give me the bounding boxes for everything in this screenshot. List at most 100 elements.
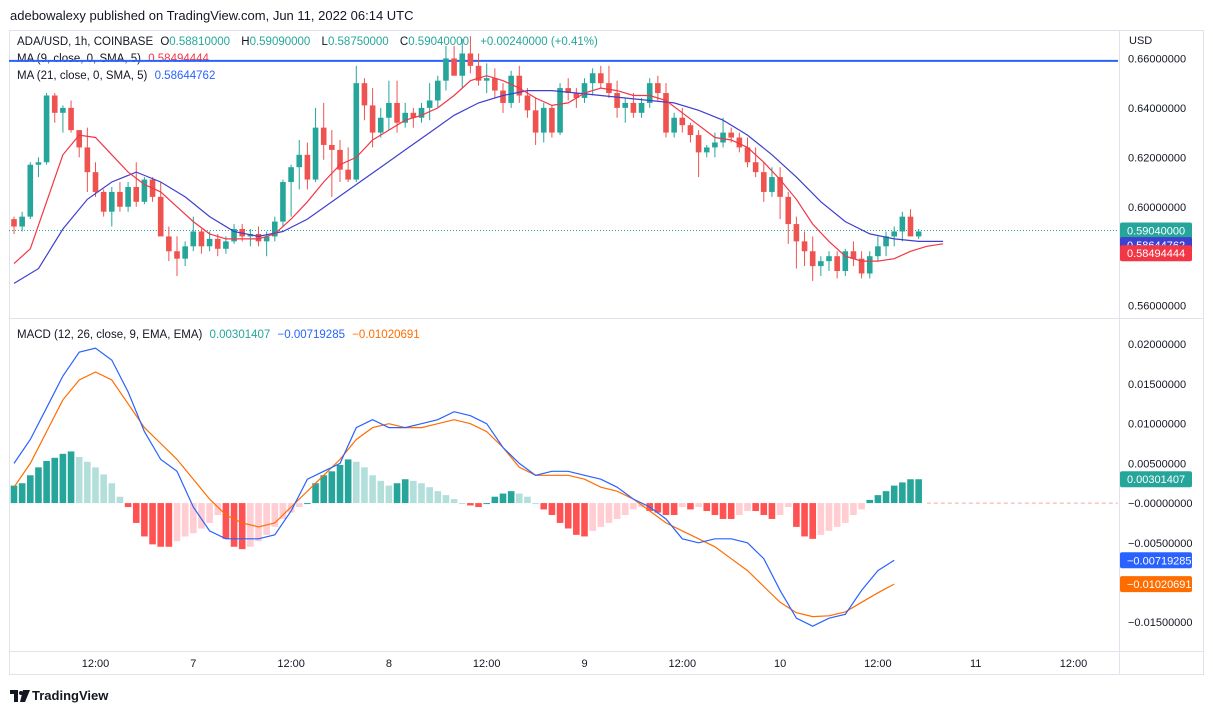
candle-body — [557, 88, 563, 133]
candle-body — [850, 251, 857, 259]
candle-body — [68, 107, 74, 131]
candle-body — [166, 236, 172, 252]
histogram-bar — [475, 503, 482, 508]
candle-body — [76, 130, 82, 148]
histogram-bar — [573, 503, 580, 535]
histogram-bar — [59, 453, 67, 504]
candle-body — [100, 191, 107, 212]
candle-body — [263, 236, 270, 242]
candle-body — [272, 221, 278, 237]
macd-tick-label: 0.01500000 — [1128, 379, 1186, 391]
histogram-bar — [727, 503, 735, 519]
candle-body — [109, 191, 115, 212]
macd-line-badge-bg — [1120, 552, 1192, 569]
histogram-bar — [434, 491, 442, 504]
macd-hist-badge-bg — [1120, 471, 1192, 488]
candle-body — [883, 236, 889, 247]
histogram-bar — [679, 503, 686, 508]
candle-body — [891, 231, 897, 237]
histogram-bar — [84, 461, 91, 504]
histogram-bar — [833, 503, 841, 527]
histogram-bar — [279, 503, 287, 519]
candle-body — [646, 83, 653, 103]
candle-body — [614, 93, 620, 108]
histogram-bar — [817, 503, 825, 535]
histogram-bar — [882, 491, 890, 504]
candle-body — [842, 251, 849, 272]
candle-body — [353, 83, 360, 180]
candle-body — [174, 251, 180, 259]
candle-body — [573, 93, 580, 98]
macd-tick-label: −0.00000000 — [1128, 498, 1193, 510]
macd-legend[interactable]: MACD (12, 26, close, 9, EMA, EMA) 0.0030… — [17, 329, 424, 341]
ohlc-h: H0.59090000 — [241, 36, 311, 48]
price-axis-frame[interactable] — [1120, 30, 1204, 675]
histogram-bar — [654, 503, 662, 513]
candle-body — [92, 172, 99, 192]
histogram-bar — [801, 503, 808, 537]
candle-body — [345, 169, 351, 180]
candle-body — [255, 233, 262, 242]
macd-line-badge-text: −0.00719285 — [1127, 555, 1192, 567]
candle-body — [198, 231, 205, 247]
histogram-bar — [426, 487, 433, 504]
histogram-bar — [132, 503, 140, 523]
tradingview-logo-icon — [10, 689, 30, 702]
candle-body — [565, 88, 571, 94]
histogram-bar — [589, 503, 596, 531]
candle-body — [736, 137, 743, 148]
candle-body — [483, 78, 490, 81]
histogram-bar — [597, 503, 605, 527]
histogram-bar — [483, 503, 490, 505]
histogram-group — [10, 451, 922, 550]
candle-body — [761, 172, 767, 192]
histogram-bar — [173, 503, 181, 542]
histogram-bar — [35, 467, 42, 504]
histogram-bar — [401, 479, 409, 504]
ma21-label: MA (21, close, 0, SMA, 5) — [17, 70, 148, 82]
histogram-bar — [776, 503, 784, 515]
macd-line — [13, 347, 895, 627]
candle-body — [589, 73, 596, 84]
histogram-bar — [703, 503, 711, 512]
histogram-bar — [516, 493, 523, 504]
candle-body — [296, 154, 303, 168]
histogram-bar — [850, 503, 857, 515]
time-tick-label: 12:00 — [277, 658, 305, 670]
candle-body — [793, 224, 800, 242]
tradingview-footer[interactable]: TradingView — [10, 688, 108, 703]
histogram-bar — [344, 459, 352, 504]
histogram-bar — [458, 503, 466, 505]
histogram-bar — [410, 480, 417, 504]
histogram-bar — [556, 503, 564, 523]
ma9-value: 0.58494444 — [148, 53, 209, 65]
histogram-bar — [51, 457, 59, 504]
histogram-bar — [784, 503, 792, 508]
candle-body — [125, 186, 131, 207]
histogram-bar — [67, 451, 75, 504]
histogram-bar — [385, 485, 393, 504]
time-tick-label: 12:00 — [864, 658, 892, 670]
price-tick-label: 0.60000000 — [1128, 202, 1186, 214]
candle-body — [27, 164, 34, 217]
ma21-legend[interactable]: MA (21, close, 0, SMA, 5) 0.58644762 — [17, 70, 219, 82]
candle-body — [206, 238, 213, 247]
histogram-bar — [907, 479, 914, 504]
candle-body — [744, 147, 751, 163]
histogram-bar — [711, 503, 719, 515]
histogram-bar — [866, 499, 874, 504]
histogram-bar — [499, 493, 507, 504]
time-tick-label: 10 — [774, 658, 786, 670]
candle-body — [622, 102, 629, 108]
histogram-bar — [157, 503, 164, 547]
candle-body — [11, 219, 17, 227]
candle-body — [687, 125, 694, 136]
candle-body — [598, 73, 604, 84]
chart-frame[interactable] — [9, 30, 1120, 675]
ma9-legend[interactable]: MA (9, close, 0, SMA, 5) 0.58494444 — [17, 53, 213, 65]
candle-body — [907, 216, 914, 237]
price-tick-label: 0.64000000 — [1128, 103, 1186, 115]
histogram-bar — [695, 503, 702, 508]
candle-body — [329, 144, 335, 150]
